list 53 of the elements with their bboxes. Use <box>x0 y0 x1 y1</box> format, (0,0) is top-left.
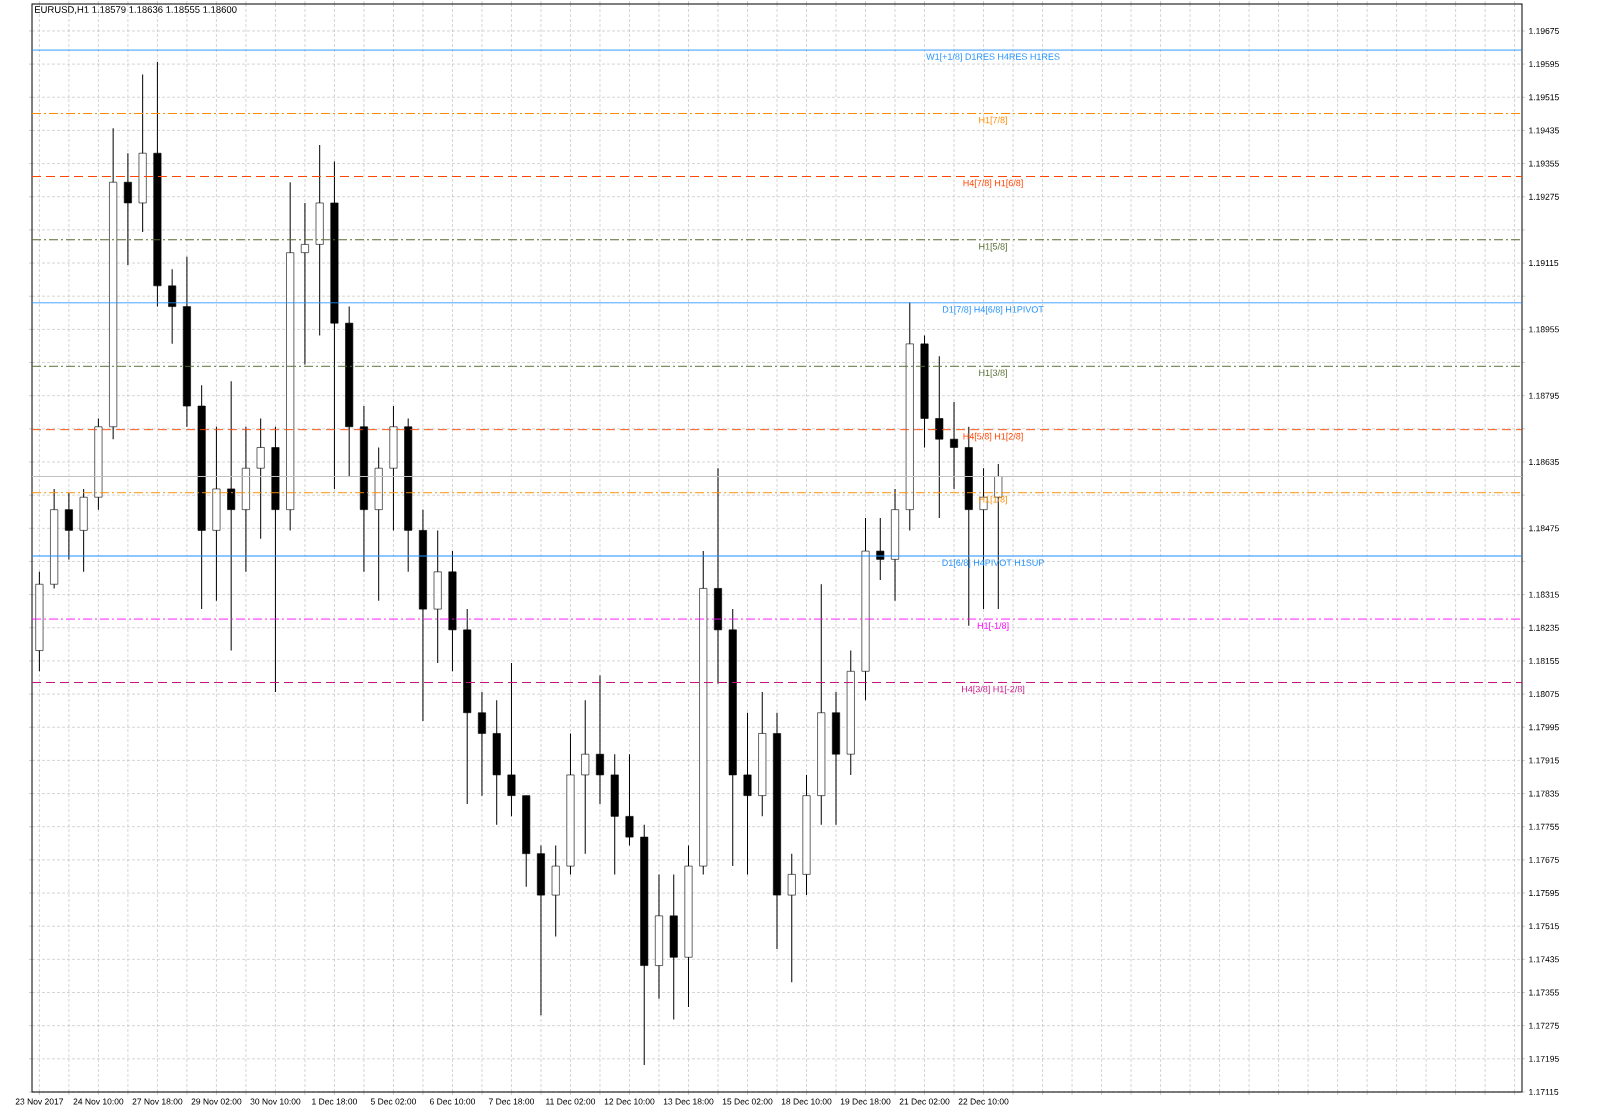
ref-line-label: H1[-1/8] <box>977 622 1009 631</box>
y-tick-label: 1.19355 <box>1529 160 1559 167</box>
ref-line-label: W1[+1/8] D1RES H4RES H1RES <box>926 53 1060 62</box>
x-tick-label: 6 Dec 10:00 <box>429 1098 476 1105</box>
y-tick-label: 1.17355 <box>1529 989 1559 996</box>
y-tick-label: 1.18235 <box>1529 624 1559 631</box>
y-tick-label: 1.19275 <box>1529 193 1559 200</box>
x-tick-label: 18 Dec 10:00 <box>781 1098 832 1105</box>
y-tick-label: 1.19675 <box>1529 27 1559 34</box>
y-tick-label: 1.17595 <box>1529 890 1559 897</box>
ref-line-label: H1[3/8] <box>979 369 1007 378</box>
y-tick-label: 1.19435 <box>1529 127 1559 134</box>
y-tick-label: 1.18475 <box>1529 525 1559 532</box>
ref-line-label: H1[5/8] <box>979 243 1007 252</box>
y-tick-label: 1.17915 <box>1529 757 1559 764</box>
y-tick-label: 1.19115 <box>1529 260 1559 267</box>
y-tick-label: 1.18635 <box>1529 458 1559 465</box>
y-tick-label: 1.17515 <box>1529 923 1559 930</box>
ref-line-label: D1[7/8] H4[6/8] H1PIVOT <box>943 306 1044 315</box>
y-tick-label: 1.17835 <box>1529 790 1559 797</box>
y-tick-label: 1.18315 <box>1529 591 1559 598</box>
x-tick-label: 5 Dec 02:00 <box>370 1098 417 1105</box>
y-tick-label: 1.19515 <box>1529 94 1559 101</box>
x-tick-label: 30 Nov 10:00 <box>250 1098 301 1105</box>
x-tick-label: 15 Dec 02:00 <box>722 1098 773 1105</box>
ref-line-label: H4[3/8] H1[-2/8] <box>962 685 1025 695</box>
x-tick-label: 24 Nov 10:00 <box>73 1098 124 1105</box>
chart-title: EURUSD,H1 1.18579 1.18636 1.18555 1.18600 <box>34 6 237 15</box>
ref-line-label: H4[7/8] H1[6/8] <box>963 179 1023 189</box>
y-tick-label: 1.17275 <box>1529 1022 1559 1029</box>
x-tick-label: 21 Dec 02:00 <box>899 1098 950 1105</box>
y-tick-label: 1.18075 <box>1529 691 1559 698</box>
y-tick-label: 1.18795 <box>1529 392 1559 399</box>
x-tick-label: 7 Dec 18:00 <box>488 1098 535 1105</box>
x-tick-label: 27 Nov 18:00 <box>132 1098 183 1105</box>
y-tick-label: 1.17675 <box>1529 856 1559 863</box>
x-tick-label: 1 Dec 18:00 <box>312 1098 357 1105</box>
x-tick-label: 12 Dec 10:00 <box>604 1098 655 1105</box>
y-tick-label: 1.18155 <box>1529 657 1559 664</box>
x-tick-label: 13 Dec 18:00 <box>663 1098 714 1105</box>
ref-line-label: H1[7/8] <box>979 116 1007 126</box>
y-tick-label: 1.17755 <box>1529 823 1559 830</box>
x-tick-label: 29 Nov 02:00 <box>191 1098 242 1105</box>
x-tick-label: 11 Dec 02:00 <box>546 1098 596 1105</box>
y-tick-label: 1.17195 <box>1529 1055 1559 1062</box>
x-tick-label: 23 Nov 2017 <box>15 1098 64 1105</box>
y-tick-label: 1.19595 <box>1529 61 1559 68</box>
y-tick-label: 1.18955 <box>1529 326 1559 333</box>
y-tick-label: 1.17435 <box>1529 956 1559 963</box>
x-tick-label: 19 Dec 18:00 <box>840 1098 891 1105</box>
x-tick-label: 22 Dec 10:00 <box>958 1098 1009 1105</box>
y-tick-label: 1.17995 <box>1529 724 1559 731</box>
y-tick-label: 1.17115 <box>1529 1089 1559 1095</box>
